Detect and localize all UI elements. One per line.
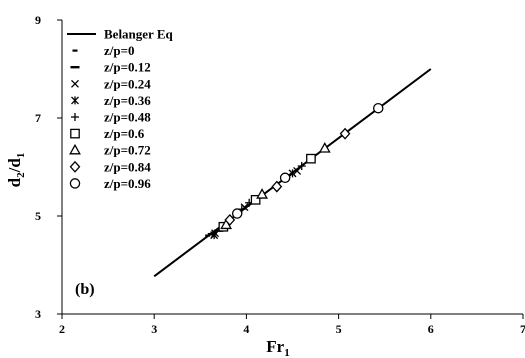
legend-marker <box>69 143 81 155</box>
x-tick-label: 5 <box>336 322 342 336</box>
y-axis-label-den: d <box>5 158 24 168</box>
x-axis-label-main: Fr <box>266 337 284 356</box>
x-axis: 2 3 4 5 6 7 <box>59 314 525 336</box>
x-tick-label: 7 <box>520 322 525 336</box>
x-axis-label: Fr1 <box>266 337 289 358</box>
data-point <box>211 229 220 238</box>
legend-label: z/p=0.72 <box>104 143 151 158</box>
legend-marker <box>71 79 79 88</box>
data-point <box>306 153 316 164</box>
data-point <box>372 102 384 114</box>
legend-label: z/p=0.6 <box>104 126 145 141</box>
y-axis-label-slash: / <box>5 167 24 173</box>
legend-label: z/p=0 <box>104 43 135 58</box>
x-tick-label: 6 <box>428 322 434 336</box>
data-point <box>288 169 297 178</box>
y-axis: 3 5 7 9 <box>35 13 62 321</box>
y-tick-label: 9 <box>35 13 41 27</box>
y-axis-label-num-sub: 2 <box>15 172 27 178</box>
x-tick-label: 4 <box>243 322 249 336</box>
data-point <box>224 213 236 226</box>
legend-marker <box>71 113 79 121</box>
legend-label: z/p=0.84 <box>104 159 151 174</box>
legend-label: Belanger Eq <box>104 27 174 42</box>
legend-label: z/p=0.96 <box>104 176 151 191</box>
legend-label: z/p=0.36 <box>104 93 151 108</box>
data-point <box>210 231 219 240</box>
legend-marker <box>69 160 81 173</box>
legend-label: z/p=0.12 <box>104 60 151 75</box>
legend-marker <box>71 96 79 105</box>
legend: Belanger Eqz/p=0 z/p=0.12z/p=0.24 z/p=0.36… <box>67 27 174 191</box>
data-point <box>339 127 351 140</box>
data-point <box>297 162 306 171</box>
x-axis-label-sub: 1 <box>284 347 290 358</box>
x-tick-label: 3 <box>151 322 157 336</box>
panel-label: (b) <box>75 281 95 298</box>
data-point <box>250 194 261 205</box>
data-point <box>318 142 331 153</box>
data-point <box>279 172 291 184</box>
data-points <box>205 102 384 240</box>
plot-frame <box>61 20 523 315</box>
legend-marker <box>69 178 81 189</box>
y-tick-label: 3 <box>35 307 41 321</box>
data-point <box>293 166 302 175</box>
data-point <box>231 208 243 219</box>
legend-marker <box>70 128 80 139</box>
data-point <box>271 180 283 193</box>
y-tick-label: 7 <box>35 111 41 125</box>
y-axis-label-den-sub: 1 <box>15 153 27 159</box>
data-point <box>256 188 268 199</box>
y-tick-label: 5 <box>35 209 41 223</box>
y-axis-label-num: d <box>5 177 24 187</box>
y-axis-label: d2/d1 <box>5 153 27 188</box>
legend-label: z/p=0.48 <box>104 110 151 125</box>
x-tick-label: 2 <box>59 322 65 336</box>
legend-label: z/p=0.24 <box>104 76 151 91</box>
